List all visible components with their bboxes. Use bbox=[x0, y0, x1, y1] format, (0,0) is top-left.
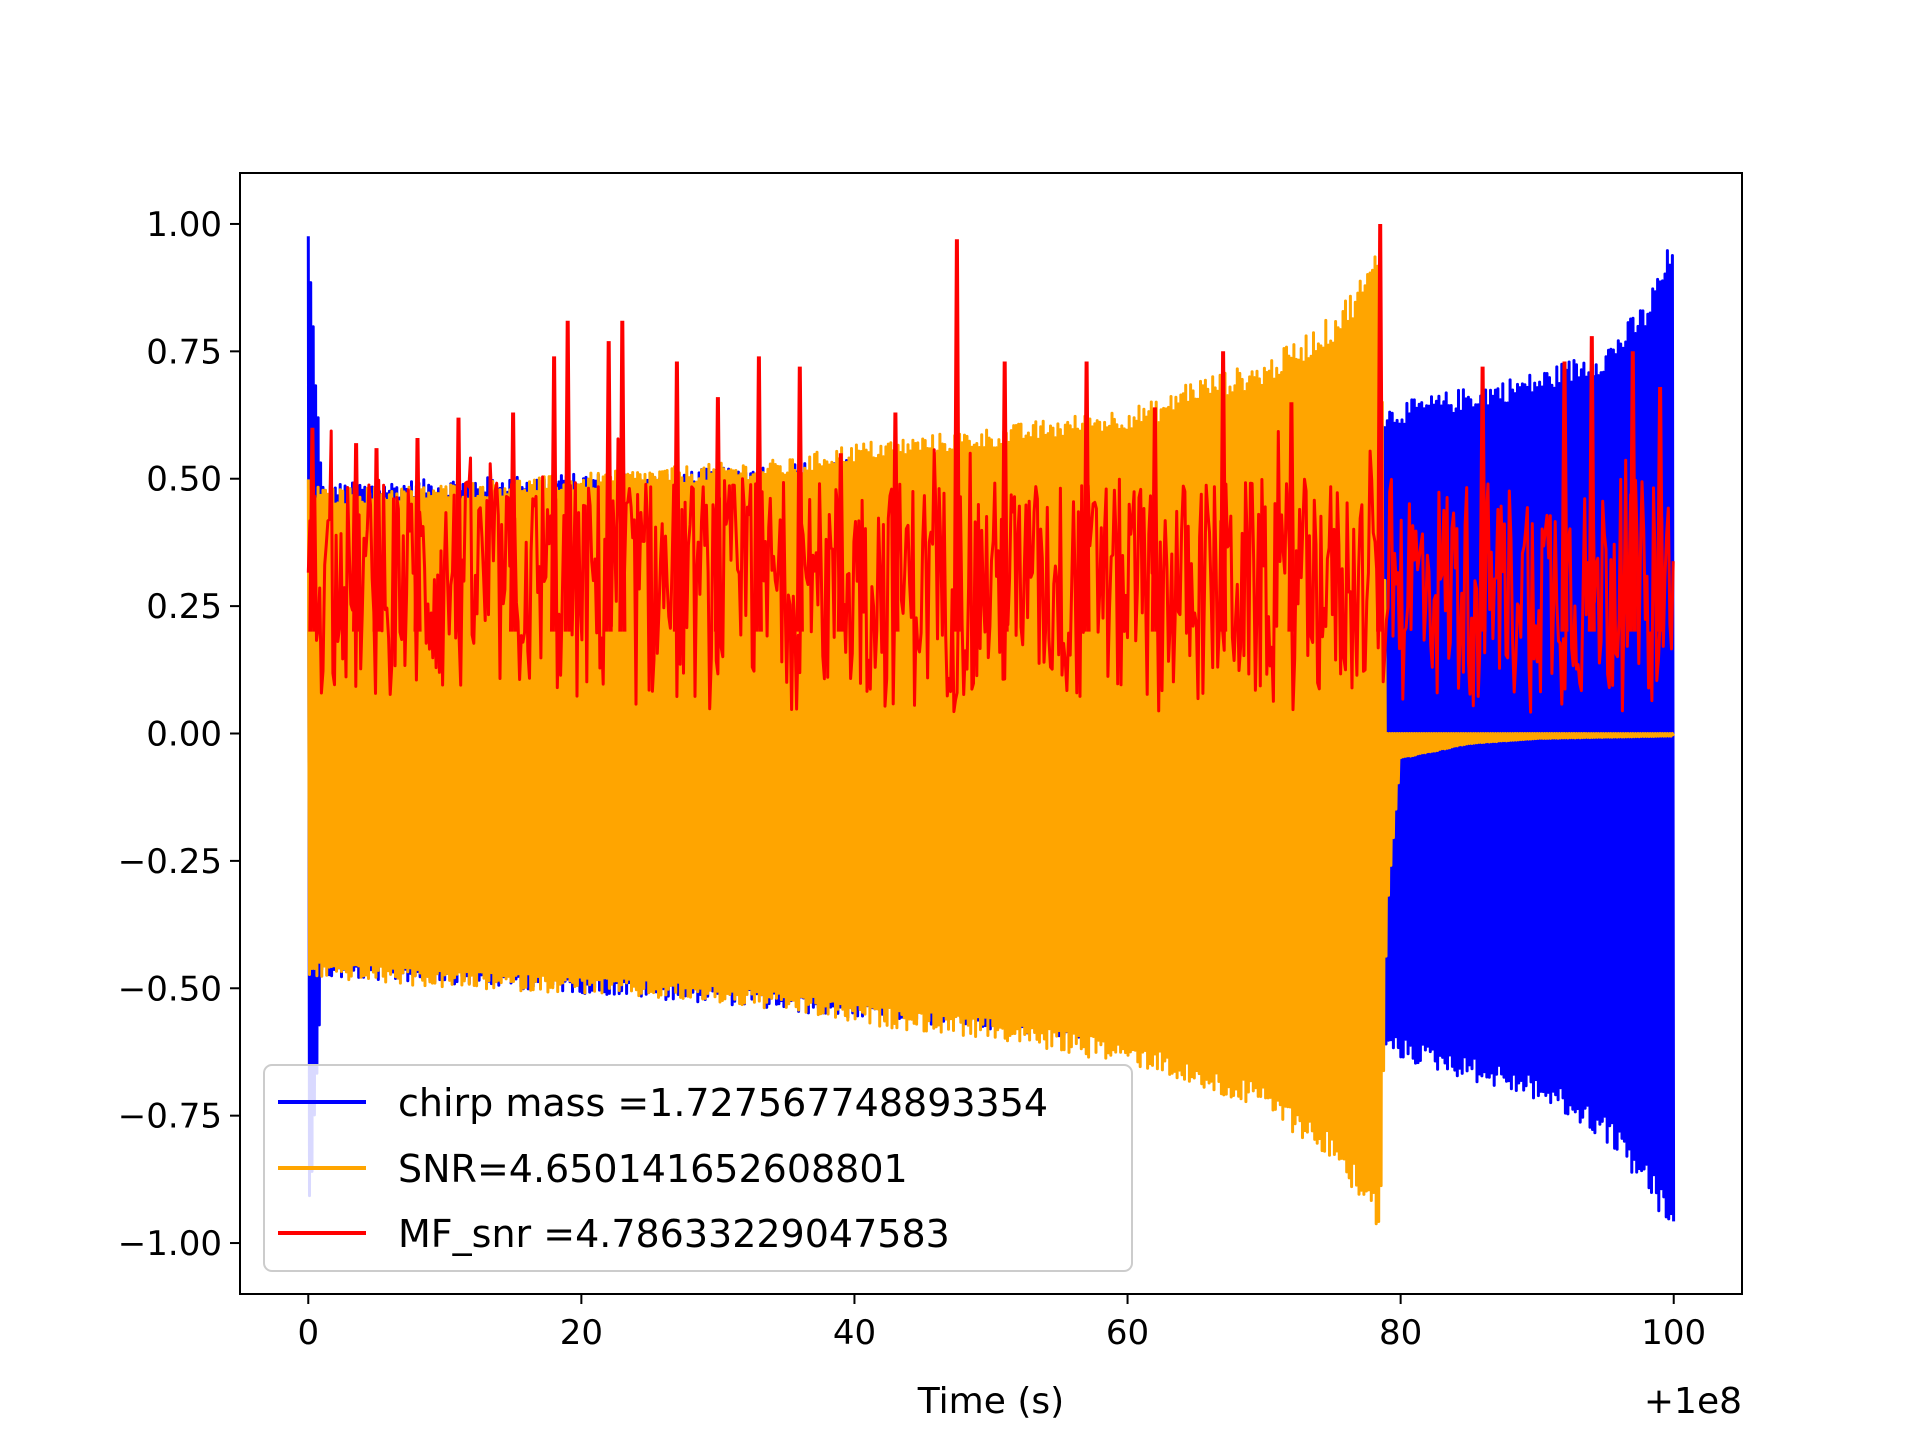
mf-snr-spike-24 bbox=[1560, 361, 1569, 632]
mf-snr-spike-27 bbox=[1656, 386, 1665, 632]
mf-snr-spike-7 bbox=[563, 320, 572, 632]
mf-snr-spike-10 bbox=[672, 361, 681, 632]
legend-label-snr: SNR=4.650141652608801 bbox=[398, 1147, 908, 1191]
series-line-mf-snr bbox=[306, 429, 1675, 714]
mf-snr-spike-3 bbox=[413, 437, 422, 632]
x-tick-label: 100 bbox=[1641, 1313, 1706, 1353]
legend-box bbox=[263, 1064, 1133, 1272]
y-tick-label: 0.50 bbox=[146, 460, 222, 500]
series-line-snr bbox=[306, 239, 1675, 1226]
legend-label-chirp-mass: chirp mass =1.727567748893354 bbox=[398, 1081, 1048, 1125]
mf-snr-spike-22 bbox=[1376, 223, 1385, 632]
x-tick-label: 40 bbox=[833, 1313, 876, 1353]
mf-snr-spike-26 bbox=[1628, 351, 1637, 632]
y-tick-label: −0.25 bbox=[118, 842, 222, 882]
mf-snr-spike-19 bbox=[1150, 407, 1159, 632]
mf-snr-spike-20 bbox=[1219, 351, 1228, 632]
mf-snr-spike-8 bbox=[604, 341, 613, 632]
mf-snr-spike-5 bbox=[509, 412, 518, 632]
x-tick-label: 20 bbox=[560, 1313, 603, 1353]
mf-snr-spike-11 bbox=[713, 397, 722, 632]
mf-snr-spike-6 bbox=[550, 356, 559, 632]
x-tick-label: 80 bbox=[1379, 1313, 1422, 1353]
y-tick-label: −0.75 bbox=[118, 1097, 222, 1137]
x-axis-label: Time (s) bbox=[917, 1381, 1064, 1422]
x-tick-label: 0 bbox=[297, 1313, 319, 1353]
mf-snr-spike-15 bbox=[891, 412, 900, 632]
mf-snr-spike-9 bbox=[618, 320, 627, 632]
y-tick-label: −1.00 bbox=[118, 1224, 222, 1264]
mf-snr-spike-1 bbox=[352, 443, 361, 632]
mf-snr-spike-13 bbox=[795, 366, 804, 632]
mf-snr-spike-2 bbox=[372, 448, 381, 632]
mf-snr-spike-23 bbox=[1478, 366, 1487, 632]
y-tick-label: 0.00 bbox=[146, 715, 222, 755]
mf-snr-spike-25 bbox=[1587, 336, 1596, 632]
y-tick-label: 0.25 bbox=[146, 587, 222, 627]
mf-snr-spike-18 bbox=[1082, 361, 1091, 632]
mf-snr-spike-14 bbox=[836, 453, 845, 632]
mf-snr-spike-0 bbox=[308, 427, 317, 632]
y-tick-label: 0.75 bbox=[146, 332, 222, 372]
series-snr bbox=[306, 239, 1675, 1226]
mf-snr-spike-21 bbox=[1287, 402, 1296, 632]
y-axis: 1.00 0.75 0.50 0.25 0.00 −0.25 −0.50 −0.75 −1.00 bbox=[118, 205, 240, 1264]
mf-snr-spike-17 bbox=[1000, 361, 1009, 632]
x-axis: 0 20 40 60 80 100 bbox=[297, 1294, 1706, 1353]
mf-snr-spike-16 bbox=[952, 239, 961, 632]
mf-snr-spike-4 bbox=[454, 417, 463, 632]
y-tick-label: −0.50 bbox=[118, 969, 222, 1009]
series-mf-snr bbox=[306, 223, 1675, 714]
legend: chirp mass =1.727567748893354 SNR=4.6501… bbox=[263, 1064, 1133, 1272]
x-tick-label: 60 bbox=[1106, 1313, 1149, 1353]
y-tick-label: 1.00 bbox=[146, 205, 222, 245]
legend-label-mf-snr: MF_snr =4.78633229047583 bbox=[398, 1212, 950, 1256]
x-offset-label: +1e8 bbox=[1644, 1381, 1742, 1422]
mf-snr-spike-12 bbox=[754, 356, 763, 632]
plot-series bbox=[306, 223, 1676, 1226]
